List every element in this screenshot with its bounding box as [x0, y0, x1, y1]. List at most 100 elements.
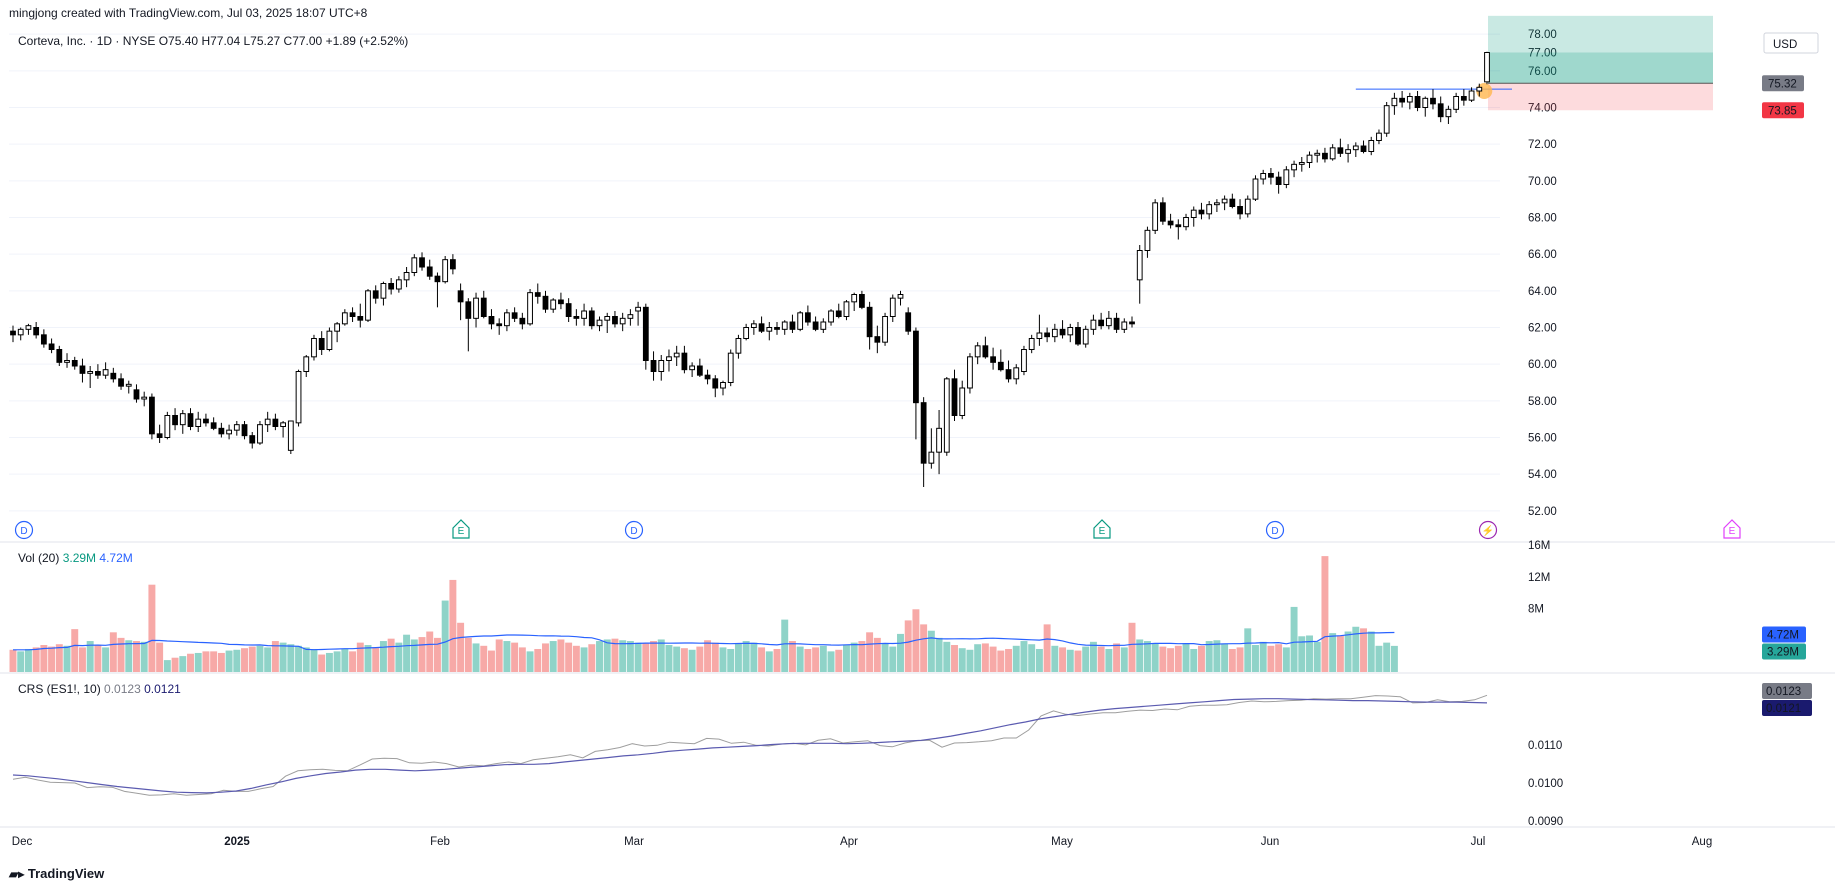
candle-body [627, 314, 634, 319]
price-tick-label: 76.00 [1528, 66, 1557, 78]
candle-body [1098, 319, 1105, 327]
candle-body [195, 418, 202, 427]
volume-bar [696, 646, 704, 672]
candle-body [1445, 108, 1452, 118]
profit-zone [1488, 15, 1713, 84]
volume-bar [356, 642, 364, 672]
volume-bar [549, 641, 557, 672]
volume-bar [750, 642, 758, 672]
volume-bar [1252, 645, 1259, 672]
volume-legend: Vol (20) 3.29M 4.72M [18, 551, 133, 565]
candle-body [311, 338, 317, 358]
candle-body [303, 356, 310, 373]
volume-bar [758, 647, 766, 672]
volume-bar [1066, 649, 1074, 672]
candle-body [442, 259, 449, 283]
candle-body [1414, 96, 1421, 108]
price-badge-current [1762, 75, 1804, 92]
ohlc-close: C77.00 [283, 34, 323, 48]
symbol-title[interactable]: Corteva, Inc. · 1D · NYSE [18, 34, 156, 48]
volume-bar [1035, 648, 1043, 672]
event-marker: E [1723, 519, 1741, 539]
crs-tick-label: 0.0110 [1528, 740, 1562, 752]
candle-body [1437, 103, 1444, 118]
candle-body [149, 396, 155, 435]
candle-body [1268, 173, 1274, 178]
volume-label[interactable]: Vol (20) [18, 551, 60, 565]
volume-bar [1205, 641, 1213, 672]
volume-bar [387, 638, 395, 672]
candle-body [1391, 97, 1398, 107]
volume-bar [572, 645, 580, 672]
volume-badge-text: 3.29M [1767, 647, 1799, 659]
candle-body [64, 360, 70, 363]
candle-body [110, 372, 117, 380]
candle-body [1383, 105, 1390, 134]
volume-bar [1143, 641, 1151, 672]
candle-body [565, 303, 572, 317]
volume-bar [966, 649, 974, 672]
volume-bar [704, 640, 712, 672]
candle-body [272, 418, 279, 427]
volume-bar [1298, 636, 1306, 672]
volume-bar [32, 647, 40, 672]
volume-bar [163, 660, 171, 672]
crs-ma-badge [1762, 700, 1812, 716]
candle-body [1175, 224, 1182, 228]
candle-body [241, 424, 248, 437]
candle-body [118, 378, 124, 387]
candle-body [1159, 202, 1166, 222]
x-tick-label: Aug [1692, 836, 1712, 848]
candle-body [102, 369, 109, 376]
candle-body [1082, 328, 1089, 345]
price-tick-label: 74.00 [1528, 103, 1557, 115]
volume-bar [943, 641, 951, 672]
candle-body [573, 316, 580, 319]
tradingview-logo[interactable]: ▰▸ TradingView [9, 866, 104, 881]
chart-attribution: mingjong created with TradingView.com, J… [9, 6, 368, 20]
candle-body [527, 292, 533, 325]
event-marker-label: D [20, 526, 27, 537]
currency-label: USD [1773, 39, 1797, 51]
candle-body [1283, 169, 1290, 185]
candle-body [249, 435, 256, 444]
candle-body [936, 427, 942, 453]
volume-bar [403, 634, 411, 672]
volume-bar [842, 645, 850, 672]
volume-bar [71, 629, 79, 672]
candle-body [1237, 206, 1243, 215]
ohlc-high: H77.04 [201, 34, 241, 48]
volume-bar [1005, 648, 1013, 672]
volume-bar [1043, 624, 1051, 672]
volume-bar [1120, 647, 1128, 672]
candle-body [125, 383, 132, 387]
volume-bar [920, 624, 928, 672]
crs-tick-label: 0.0090 [1528, 816, 1563, 828]
candle-body [882, 316, 888, 343]
candle-body [25, 325, 32, 330]
crs-label[interactable]: CRS (ES1!, 10) [18, 682, 101, 696]
candle-body [1059, 328, 1066, 336]
volume-bar [63, 645, 71, 672]
volume-badge [1762, 643, 1806, 660]
x-tick-label: 2025 [224, 836, 250, 848]
volume-bar [557, 639, 565, 672]
candle-body [913, 330, 919, 404]
candle-body [1406, 96, 1413, 103]
volume-bar [1259, 641, 1267, 672]
volume-bar [673, 646, 681, 672]
volume-bar [202, 651, 210, 672]
candle-body [1044, 332, 1051, 338]
candle-body [403, 272, 410, 281]
volume-bar [241, 648, 248, 672]
volume-bar [140, 641, 148, 672]
volume-bar [634, 642, 642, 672]
candle-body [218, 427, 225, 435]
candle-body [905, 312, 912, 332]
volume-bar [310, 648, 318, 672]
candle-body [1036, 332, 1043, 339]
candle-body [71, 360, 78, 367]
candle-body [1105, 317, 1112, 327]
volume-bar [9, 649, 17, 672]
